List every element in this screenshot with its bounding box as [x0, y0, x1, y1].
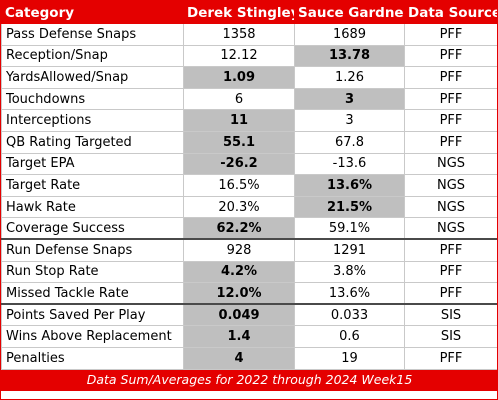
player2-value: 3 [294, 87, 405, 111]
player1-value: 1358 [183, 23, 295, 46]
header-source: Data Source [404, 1, 498, 24]
header-category: Category [1, 1, 184, 24]
player2-value: 67.8 [294, 130, 405, 154]
player2-value: 1689 [294, 23, 405, 46]
player1-value: 0.049 [183, 303, 295, 327]
category-cell: Points Saved Per Play [1, 303, 184, 327]
table-body: Pass Defense Snaps 1358 1689 PFF Reception/S… [1, 23, 498, 370]
source-cell: NGS [404, 174, 498, 197]
player2-value: 3 [294, 109, 405, 132]
player2-value: 13.6% [294, 282, 405, 305]
category-cell: Hawk Rate [1, 195, 184, 219]
comparison-table: Category Derek Stingley Sauce Gardner Da… [1, 1, 498, 391]
table-row: Target EPA -26.2 -13.6 NGS [1, 152, 498, 176]
player1-value: 4.2% [183, 260, 295, 284]
table-row: Penalties 4 19 PFF [1, 346, 498, 370]
player1-value: 20.3% [183, 195, 295, 219]
source-cell: PFF [404, 260, 498, 284]
table-row: YardsAllowed/Snap 1.09 1.26 PFF [1, 66, 498, 89]
source-cell: NGS [404, 152, 498, 176]
table-row: Target Rate 16.5% 13.6% NGS [1, 174, 498, 197]
table-row: Touchdowns 6 3 PFF [1, 87, 498, 111]
source-cell: PFF [404, 44, 498, 68]
player2-value: 1291 [294, 238, 405, 262]
player1-value: 928 [183, 238, 295, 262]
player1-value: 55.1 [183, 130, 295, 154]
player1-value: 62.2% [183, 217, 295, 240]
source-cell: PFF [404, 282, 498, 305]
footer-row: Data Sum/Averages for 2022 through 2024 … [1, 368, 498, 391]
table-row: Pass Defense Snaps 1358 1689 PFF [1, 23, 498, 46]
player1-value: -26.2 [183, 152, 295, 176]
player2-value: 19 [294, 346, 405, 370]
player2-value: 13.6% [294, 174, 405, 197]
category-cell: Target Rate [1, 174, 184, 197]
source-cell: NGS [404, 195, 498, 219]
category-cell: Touchdowns [1, 87, 184, 111]
category-cell: YardsAllowed/Snap [1, 66, 184, 89]
player1-value: 6 [183, 87, 295, 111]
source-cell: SIS [404, 325, 498, 348]
table-row: Hawk Rate 20.3% 21.5% NGS [1, 195, 498, 219]
table-row: Interceptions 11 3 PFF [1, 109, 498, 132]
player1-value: 4 [183, 346, 295, 370]
table-row: Missed Tackle Rate 12.0% 13.6% PFF [1, 282, 498, 305]
table-row: Reception/Snap 12.12 13.78 PFF [1, 44, 498, 68]
category-cell: Interceptions [1, 109, 184, 132]
footer-note: Data Sum/Averages for 2022 through 2024 … [1, 368, 498, 391]
header-player1: Derek Stingley [183, 1, 295, 24]
table-row: Coverage Success 62.2% 59.1% NGS [1, 217, 498, 240]
player1-value: 16.5% [183, 174, 295, 197]
category-cell: Wins Above Replacement [1, 325, 184, 348]
category-cell: Run Defense Snaps [1, 238, 184, 262]
player2-value: 1.26 [294, 66, 405, 89]
player2-value: 21.5% [294, 195, 405, 219]
source-cell: NGS [404, 217, 498, 240]
table-row: Run Stop Rate 4.2% 3.8% PFF [1, 260, 498, 284]
category-cell: Target EPA [1, 152, 184, 176]
source-cell: PFF [404, 109, 498, 132]
source-cell: SIS [404, 303, 498, 327]
category-cell: QB Rating Targeted [1, 130, 184, 154]
player2-value: -13.6 [294, 152, 405, 176]
table-row: Wins Above Replacement 1.4 0.6 SIS [1, 325, 498, 348]
category-cell: Run Stop Rate [1, 260, 184, 284]
player2-value: 0.033 [294, 303, 405, 327]
header-player2: Sauce Gardner [294, 1, 405, 24]
category-cell: Penalties [1, 346, 184, 370]
player2-value: 0.6 [294, 325, 405, 348]
category-cell: Coverage Success [1, 217, 184, 240]
source-cell: PFF [404, 87, 498, 111]
header-row: Category Derek Stingley Sauce Gardner Da… [1, 1, 498, 24]
source-cell: PFF [404, 238, 498, 262]
player1-value: 1.09 [183, 66, 295, 89]
player2-value: 13.78 [294, 44, 405, 68]
category-cell: Pass Defense Snaps [1, 23, 184, 46]
source-cell: PFF [404, 66, 498, 89]
source-cell: PFF [404, 23, 498, 46]
source-cell: PFF [404, 346, 498, 370]
player1-value: 11 [183, 109, 295, 132]
category-cell: Missed Tackle Rate [1, 282, 184, 305]
category-cell: Reception/Snap [1, 44, 184, 68]
player2-value: 59.1% [294, 217, 405, 240]
player1-value: 12.0% [183, 282, 295, 305]
table-row: Points Saved Per Play 0.049 0.033 SIS [1, 303, 498, 327]
table-row: Run Defense Snaps 928 1291 PFF [1, 238, 498, 262]
player1-value: 12.12 [183, 44, 295, 68]
source-cell: PFF [404, 130, 498, 154]
player2-value: 3.8% [294, 260, 405, 284]
table-row: QB Rating Targeted 55.1 67.8 PFF [1, 130, 498, 154]
player1-value: 1.4 [183, 325, 295, 348]
